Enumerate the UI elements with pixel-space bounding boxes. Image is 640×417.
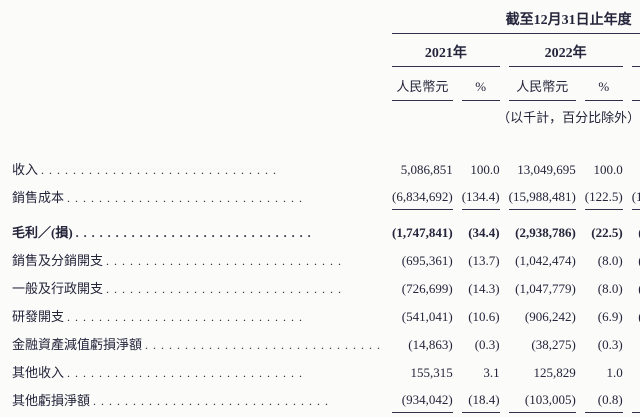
- amount-2021: 5,086,851: [400, 162, 453, 177]
- table-row-general-admin: 一般及行政開支 (726,699) (14.3) (1,047,779) (8.…: [12, 273, 640, 301]
- row-label: 金融資產減值虧損淨額: [12, 337, 143, 352]
- percent-2022: (0.3): [597, 337, 623, 352]
- spacer-cell: [12, 4, 383, 34]
- percent-2021: (18.4): [461, 385, 500, 413]
- amount-2023: (204,634): [632, 329, 640, 357]
- dot-leader: [67, 365, 381, 381]
- amount-2022: (103,005): [508, 385, 576, 413]
- amount-2021: (695,361): [401, 253, 453, 268]
- percent-2021: 100.0: [470, 162, 500, 177]
- table-row-revenue: 收入 5,086,851 100.0 13,049,695 100.0 13,5…: [12, 154, 640, 182]
- percent-2021: (34.4): [468, 225, 500, 240]
- amount-2023: (1,154,126): [632, 273, 640, 301]
- currency-header-2023: 人民幣元: [631, 67, 640, 101]
- dot-leader: [106, 281, 381, 297]
- year-header-2021: 2021年: [392, 34, 500, 67]
- dot-leader: [41, 162, 381, 178]
- amount-2023: (1,923,371): [632, 245, 640, 273]
- table-row-rd-expenses: 研發開支 (541,041) (10.6) (906,242) (6.9) (1…: [12, 301, 640, 329]
- table-row-cost-of-sales: 銷售成本 (6,834,692) (134.4) (15,988,481) (1…: [12, 182, 640, 210]
- amount-2023: (30,953): [631, 385, 640, 413]
- amount-2022: (38,275): [531, 337, 576, 352]
- dot-leader: [76, 225, 381, 241]
- dot-leader: [106, 253, 381, 269]
- percent-2022: (6.9): [597, 309, 623, 324]
- percent-2021: (134.4): [461, 182, 500, 210]
- percent-2022: (8.0): [597, 253, 623, 268]
- percent-2022: (22.5): [591, 225, 623, 240]
- column-header-row: 人民幣元 % 人民幣元 % 人民幣元 %: [12, 67, 640, 101]
- amount-2022: (1,042,474): [515, 253, 576, 268]
- dot-leader: [145, 337, 381, 353]
- percent-2022: 100.0: [593, 162, 623, 177]
- row-label: 其他虧損淨額: [12, 393, 91, 408]
- spacer-row: [12, 128, 640, 154]
- dot-leader: [67, 190, 381, 206]
- amount-2021: (14,863): [408, 337, 453, 352]
- percent-2022: (8.0): [597, 281, 623, 296]
- row-label: 銷售及分銷開支: [12, 253, 104, 268]
- amount-2023: (6,758,112): [632, 413, 640, 417]
- percent-2021: (0.3): [474, 337, 500, 352]
- period-header: 截至12月31日止年度: [392, 4, 640, 34]
- year-header-row: 2021年 2022年 2023年: [12, 34, 640, 67]
- amount-2022: (906,242): [524, 309, 576, 324]
- currency-header-2022: 人民幣元: [508, 67, 576, 101]
- percent-2022: 1.0: [606, 365, 623, 380]
- row-label: 銷售成本: [12, 190, 65, 205]
- spacer-cell: [12, 101, 383, 128]
- amount-2021: (726,699): [401, 281, 453, 296]
- financial-statement-table: 截至12月31日止年度 2021年 2022年 2023年 人民幣元 % 人民幣…: [3, 4, 640, 417]
- amount-2023: (1,597,853): [632, 301, 640, 329]
- percent-2021: 3.1: [483, 365, 500, 380]
- percent-header-2021: %: [461, 67, 500, 101]
- row-label: 收入: [12, 162, 39, 177]
- table-row-impairment-losses: 金融資產減值虧損淨額 (14,863) (0.3) (38,275) (0.3)…: [12, 329, 640, 357]
- year-header-2023: 2023年: [631, 34, 640, 67]
- amount-2022: (1,047,779): [515, 281, 576, 296]
- amount-2021: 155,315: [410, 365, 453, 380]
- amount-2023: 13,554,664: [632, 154, 640, 182]
- percent-2021: (10.6): [468, 309, 500, 324]
- table-row-other-losses: 其他虧損淨額 (934,042) (18.4) (103,005) (0.8) …: [12, 385, 640, 413]
- amount-2023: (2,014,374): [632, 210, 640, 245]
- percent-2022: (122.5): [584, 182, 623, 210]
- spacer-cell: [12, 67, 383, 101]
- spacer-cell: [12, 128, 640, 154]
- amount-2021: (934,042): [392, 385, 453, 413]
- year-header-2022: 2022年: [508, 34, 623, 67]
- table-row-selling-distribution: 銷售及分銷開支 (695,361) (13.7) (1,042,474) (8.…: [12, 245, 640, 273]
- row-label: 毛利／(損): [12, 225, 73, 240]
- amount-2022: (5,950,732): [509, 413, 576, 417]
- amount-2022: (15,988,481): [508, 182, 576, 210]
- amount-2023: (15,569,038): [631, 182, 640, 210]
- table-row-operating-loss: 經營虧損 (4,504,532) (88.6) (5,950,732) (45.…: [12, 413, 640, 417]
- row-label: 研發開支: [12, 309, 65, 324]
- percent-2021: (88.6): [462, 413, 500, 417]
- amount-2022: 13,049,695: [517, 162, 576, 177]
- percent-2021: (13.7): [468, 253, 500, 268]
- amount-2021: (1,747,841): [392, 225, 453, 240]
- amount-2022: 125,829: [533, 365, 576, 380]
- spacer-cell: [12, 34, 383, 67]
- row-label: 其他收入: [12, 365, 65, 380]
- row-label: 一般及行政開支: [12, 281, 104, 296]
- amount-2021: (541,041): [401, 309, 453, 324]
- dot-leader: [93, 393, 381, 409]
- table-row-other-income: 其他收入 155,315 3.1 125,829 1.0 167,199 1.2: [12, 357, 640, 385]
- amount-2021: (4,504,532): [392, 413, 453, 417]
- unit-note: （以千計，百分比除外）: [497, 110, 640, 125]
- amount-2022: (2,938,786): [515, 225, 576, 240]
- percent-2022: (0.8): [584, 385, 623, 413]
- unit-note-row: （以千計，百分比除外）: [12, 101, 640, 128]
- amount-2023: 167,199: [632, 357, 640, 385]
- amount-2021: (6,834,692): [392, 182, 453, 210]
- dot-leader: [67, 309, 381, 325]
- period-header-row: 截至12月31日止年度: [12, 4, 640, 34]
- table-row-gross-profit-loss: 毛利／(損) (1,747,841) (34.4) (2,938,786) (2…: [12, 210, 640, 245]
- percent-2022: (45.6): [585, 413, 623, 417]
- percent-header-2022: %: [584, 67, 623, 101]
- currency-header-2021: 人民幣元: [392, 67, 453, 101]
- percent-2021: (14.3): [468, 281, 500, 296]
